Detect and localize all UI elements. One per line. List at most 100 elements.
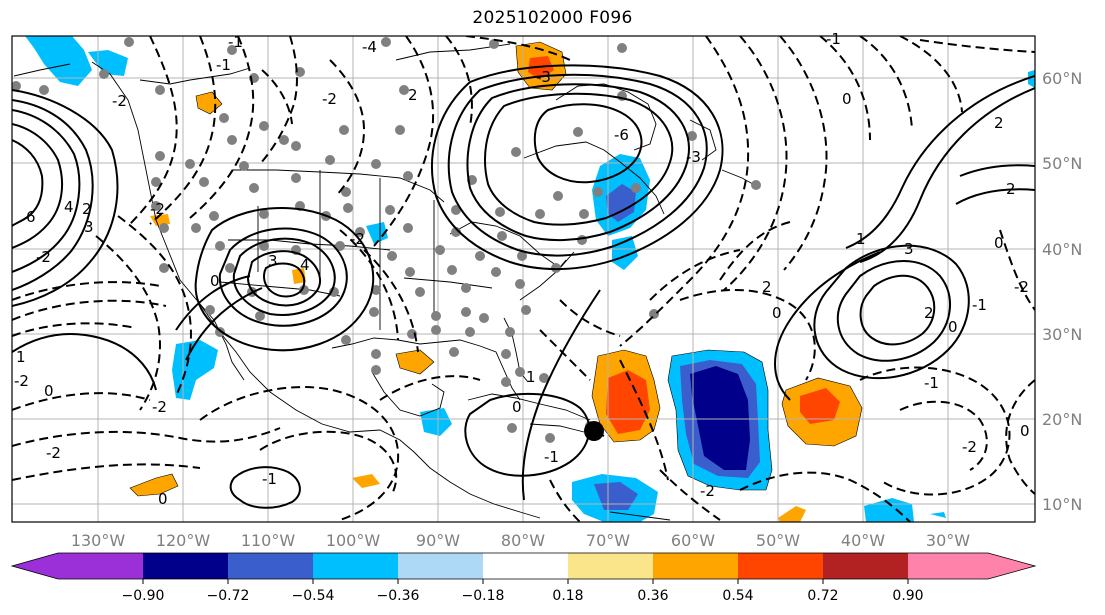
contour-label: -2 bbox=[1014, 278, 1029, 296]
contour-label: -1 bbox=[544, 448, 559, 466]
contour-label: 0 bbox=[158, 490, 168, 508]
contour-label: -2 bbox=[700, 482, 715, 500]
contour-label: -2 bbox=[322, 90, 337, 108]
contour-label: -1 bbox=[972, 296, 987, 314]
contour-label: -1 bbox=[924, 374, 939, 392]
lat-label: 10°N bbox=[1042, 495, 1082, 514]
latitude-labels: 60°N 50°N 40°N 30°N 20°N 10°N bbox=[1042, 69, 1082, 514]
contour-label: 0 bbox=[512, 398, 522, 416]
colorbar-tick-label: 0.90 bbox=[892, 588, 923, 604]
contour-label: 0 bbox=[772, 304, 782, 322]
lat-label: 20°N bbox=[1042, 410, 1082, 429]
colorbar-segment bbox=[653, 553, 738, 579]
contour-label: 3 bbox=[904, 240, 914, 258]
lon-label: 100°W bbox=[326, 531, 381, 550]
contour-label: -2 bbox=[152, 398, 167, 416]
colorbar-segment bbox=[143, 553, 228, 579]
colorbar-segment bbox=[908, 553, 988, 579]
contour-label: 2 bbox=[762, 278, 772, 296]
negative-anomaly-region bbox=[366, 222, 388, 244]
contour-label: -2 bbox=[150, 200, 165, 218]
negative-contours bbox=[12, 36, 1035, 522]
positive-anomaly-region bbox=[778, 506, 806, 522]
contour-label: -2 bbox=[350, 230, 365, 248]
graticule bbox=[12, 36, 1035, 522]
contour-label: -1 bbox=[826, 30, 841, 48]
positive-anomaly-region bbox=[606, 370, 650, 434]
contour-label: -4 bbox=[362, 38, 377, 56]
map-title: 2025102000 F096 bbox=[472, 8, 633, 28]
positive-anomaly-region bbox=[292, 268, 306, 284]
lon-label: 90°W bbox=[416, 531, 460, 550]
colorbar-segment bbox=[568, 553, 653, 579]
contour-label: -3 bbox=[686, 148, 701, 166]
colorbar-tick-label: −0.54 bbox=[292, 588, 335, 604]
contour-label: 3 bbox=[268, 252, 278, 270]
contour-label: -1 bbox=[228, 33, 243, 51]
contour-label: 0 bbox=[948, 318, 958, 336]
contour-label: 0 bbox=[44, 382, 54, 400]
positive-anomaly-region bbox=[800, 388, 840, 424]
colorbar-segment bbox=[738, 553, 823, 579]
contour-label: 2 bbox=[408, 86, 418, 104]
negative-anomaly-region bbox=[606, 184, 636, 222]
lon-label: 110°W bbox=[241, 531, 296, 550]
contour-label-group: -1 -4 -1 -2 -2 2 -3 -6 -3 0 2 -1 -2 3 2 … bbox=[14, 30, 1030, 508]
lat-label: 50°N bbox=[1042, 154, 1082, 173]
lat-label: 60°N bbox=[1042, 69, 1082, 88]
lon-label: 50°W bbox=[756, 531, 800, 550]
contour-label: -2 bbox=[36, 248, 51, 266]
colorbar-segment bbox=[398, 553, 483, 579]
contour-label: -6 bbox=[614, 126, 629, 144]
lon-label: 30°W bbox=[926, 531, 970, 550]
colorbar-tick-label: 0.36 bbox=[637, 588, 668, 604]
negative-anomaly-region bbox=[420, 408, 452, 436]
colorbar-segment bbox=[58, 553, 143, 579]
lon-label: 70°W bbox=[586, 531, 630, 550]
map-border bbox=[11, 35, 1036, 523]
colorbar-tick-label: −0.72 bbox=[207, 588, 250, 604]
contour-label: 4 bbox=[300, 256, 310, 274]
contour-label: -3 bbox=[536, 68, 551, 86]
contour-label: 0 bbox=[1020, 422, 1030, 440]
lon-label: 120°W bbox=[156, 531, 211, 550]
contour-label: -2 bbox=[962, 438, 977, 456]
colorbar-segment bbox=[228, 553, 313, 579]
negative-anomaly-region bbox=[25, 36, 92, 86]
colorbar-tick-label: −0.18 bbox=[462, 588, 505, 604]
contour-label: 0 bbox=[210, 272, 220, 290]
negative-anomaly-region bbox=[1028, 70, 1035, 88]
significance-dots bbox=[12, 37, 761, 443]
lon-label: 80°W bbox=[501, 531, 545, 550]
colorbar-extend-low bbox=[12, 553, 58, 579]
lon-label: 60°W bbox=[671, 531, 715, 550]
lon-label: 130°W bbox=[71, 531, 126, 550]
colorbar-tick-label: −0.90 bbox=[122, 588, 165, 604]
negative-anomaly-region bbox=[930, 512, 946, 518]
contour-label: 2 bbox=[924, 304, 934, 322]
contour-label: -1 bbox=[216, 56, 231, 74]
colorbar-tick-label: −0.36 bbox=[377, 588, 420, 604]
contour-label: 4 bbox=[64, 198, 74, 216]
contour-label: 2 bbox=[82, 200, 92, 218]
positive-anomaly-region bbox=[528, 56, 554, 80]
lat-label: 40°N bbox=[1042, 240, 1082, 259]
colorbar-segment bbox=[483, 553, 568, 579]
contour-label: 3 bbox=[84, 218, 94, 236]
contour-label: 1 bbox=[856, 230, 866, 248]
negative-anomaly-region bbox=[690, 366, 750, 470]
colorbar-tick-label: 0.54 bbox=[722, 588, 753, 604]
contour-label: -2 bbox=[14, 372, 29, 390]
lat-label: 30°N bbox=[1042, 325, 1082, 344]
positive-anomaly-region bbox=[129, 473, 179, 497]
storm-track-segment bbox=[593, 430, 605, 437]
contour-label: 6 bbox=[26, 208, 36, 226]
lon-label: 40°W bbox=[841, 531, 885, 550]
colorbar-outline bbox=[10, 552, 1037, 580]
contour-label: 2 bbox=[1006, 180, 1016, 198]
contour-label: -2 bbox=[46, 444, 61, 462]
contour-label: 2 bbox=[994, 114, 1004, 132]
positive-anomaly-region bbox=[395, 349, 435, 375]
contour-label: 1 bbox=[526, 368, 536, 386]
